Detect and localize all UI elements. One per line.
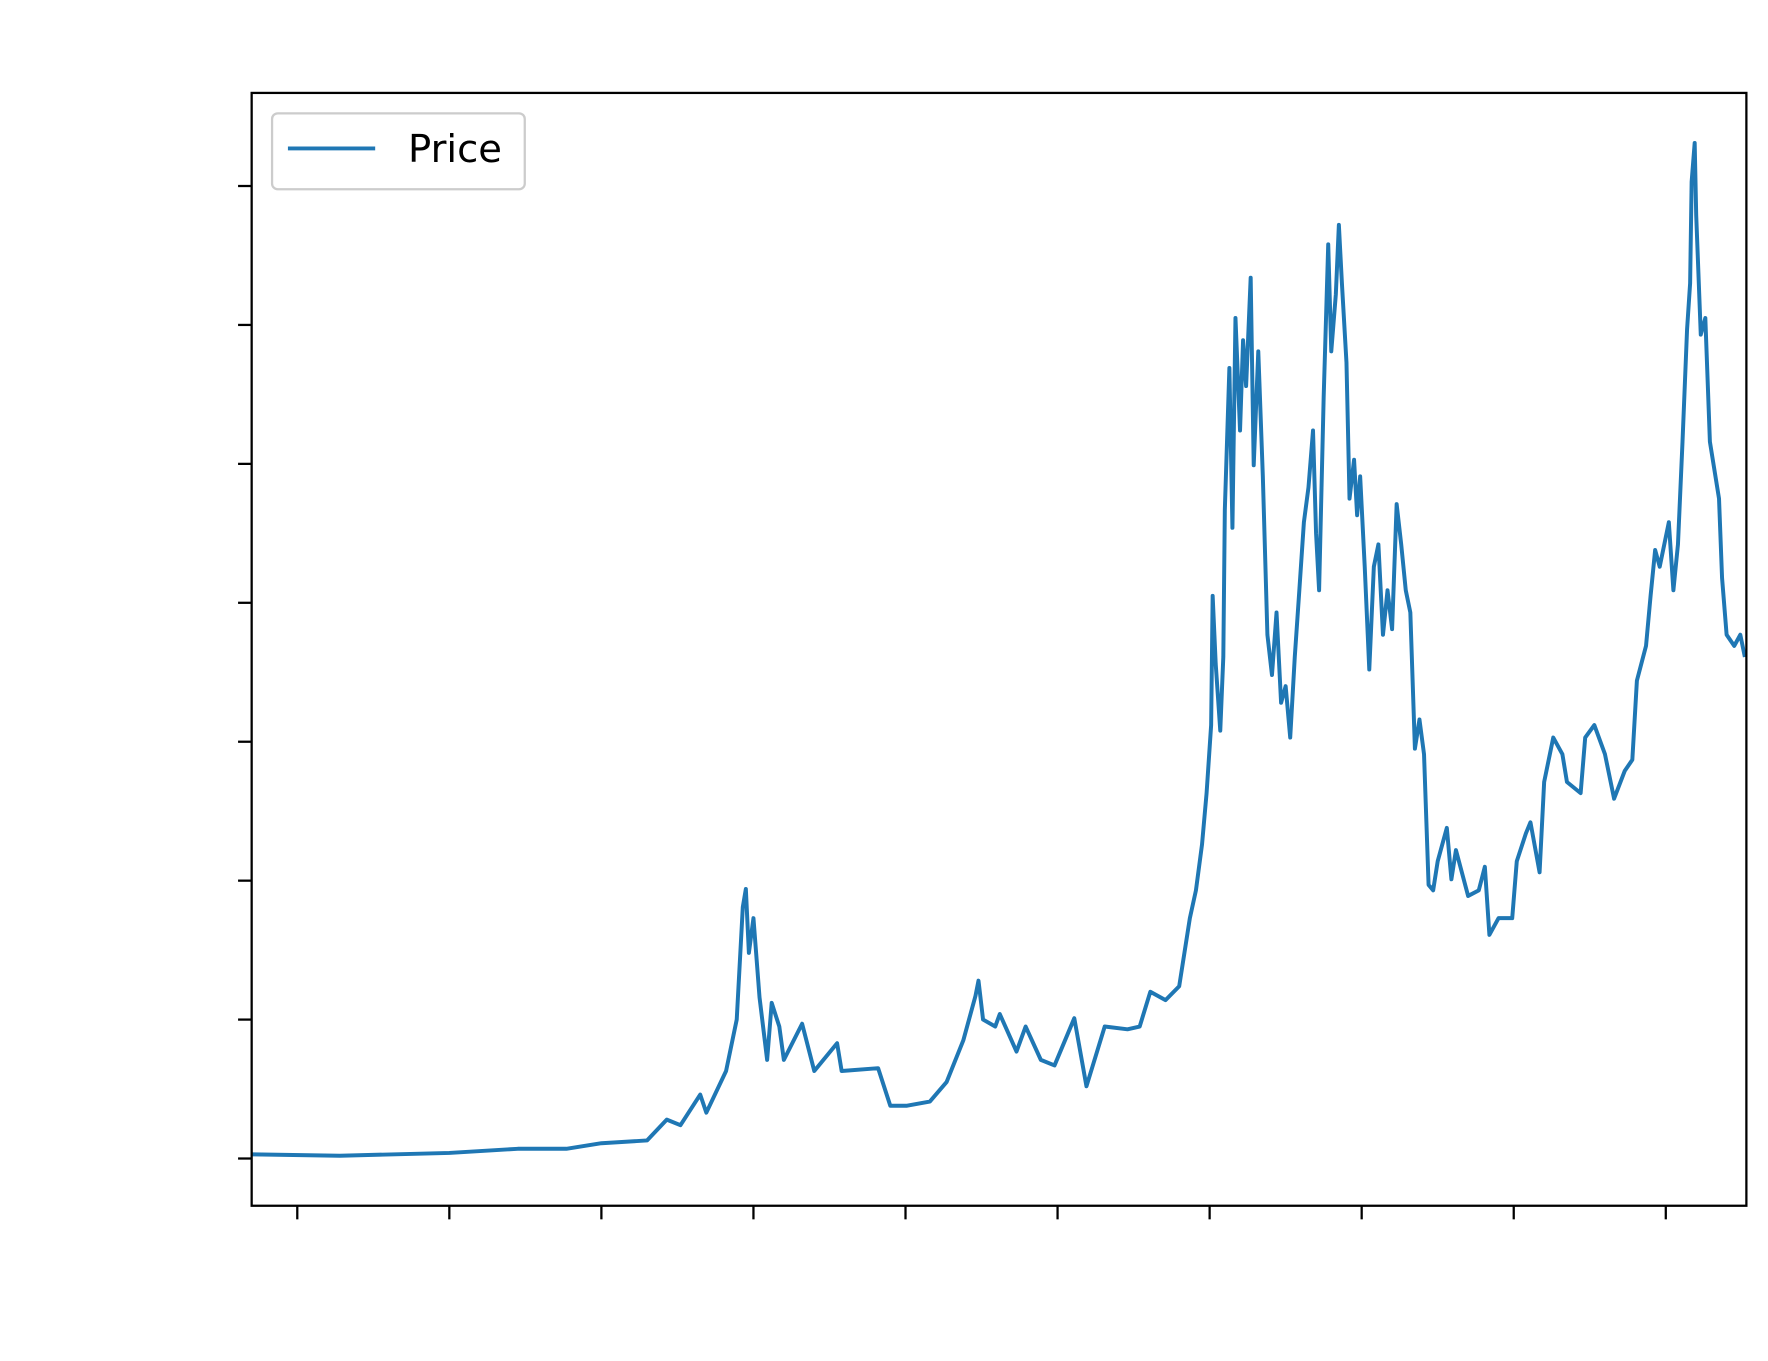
legend: Price	[270, 112, 526, 191]
legend-box	[270, 112, 526, 191]
plot-area	[251, 140, 1747, 1158]
axes-frame	[250, 91, 1748, 1207]
price-line	[251, 140, 1747, 1158]
legend-label: Price	[408, 127, 502, 172]
